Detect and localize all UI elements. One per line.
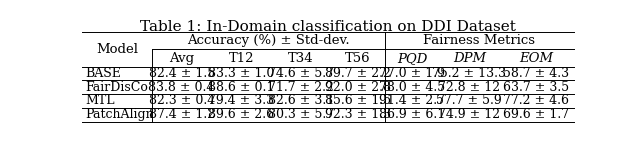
Text: MTL: MTL <box>85 94 115 107</box>
Text: 82.4 ± 1.5: 82.4 ± 1.5 <box>148 67 215 80</box>
Text: T56: T56 <box>345 52 371 65</box>
Text: EOM: EOM <box>519 52 554 65</box>
Text: 83.8 ± 0.4: 83.8 ± 0.4 <box>148 81 215 94</box>
Text: 80.3 ± 5.7: 80.3 ± 5.7 <box>268 108 334 121</box>
Text: 77.2 ± 4.6: 77.2 ± 4.6 <box>503 94 570 107</box>
Text: 92.3 ± 1.3: 92.3 ± 1.3 <box>324 108 391 121</box>
Text: Table 1: In-Domain classification on DDI Dataset: Table 1: In-Domain classification on DDI… <box>140 20 516 34</box>
Text: 83.3 ± 1.0: 83.3 ± 1.0 <box>208 67 275 80</box>
Text: 79.4 ± 3.3: 79.4 ± 3.3 <box>208 94 275 107</box>
Text: BASE: BASE <box>85 67 121 80</box>
Text: 86.9 ± 6.1: 86.9 ± 6.1 <box>379 108 445 121</box>
Text: 89.7 ± 2.2: 89.7 ± 2.2 <box>325 67 390 80</box>
Text: FairDisCo: FairDisCo <box>85 81 148 94</box>
Text: T34: T34 <box>288 52 314 65</box>
Text: 88.6 ± 0.1: 88.6 ± 0.1 <box>208 81 275 94</box>
Text: PQD: PQD <box>397 52 428 65</box>
Text: 82.3 ± 0.4: 82.3 ± 0.4 <box>148 94 215 107</box>
Text: 63.7 ± 3.5: 63.7 ± 3.5 <box>503 81 570 94</box>
Text: 87.4 ± 1.2: 87.4 ± 1.2 <box>148 108 215 121</box>
Text: 72.8 ± 12: 72.8 ± 12 <box>438 81 500 94</box>
Text: 57.7 ± 5.9: 57.7 ± 5.9 <box>436 94 502 107</box>
Text: 92.0 ± 2.8: 92.0 ± 2.8 <box>324 81 391 94</box>
Text: 74.9 ± 12: 74.9 ± 12 <box>438 108 500 121</box>
Text: 69.6 ± 1.7: 69.6 ± 1.7 <box>503 108 570 121</box>
Text: 91.4 ± 2.7: 91.4 ± 2.7 <box>380 94 445 107</box>
Text: 75.2 ± 13.3: 75.2 ± 13.3 <box>433 67 506 80</box>
Text: T12: T12 <box>228 52 254 65</box>
Text: 78.0 ± 4.5: 78.0 ± 4.5 <box>380 81 445 94</box>
Text: PatchAlign: PatchAlign <box>85 108 154 121</box>
Text: 89.6 ± 2.6: 89.6 ± 2.6 <box>208 108 275 121</box>
Text: Avg: Avg <box>169 52 195 65</box>
Text: 77.0 ± 1.9: 77.0 ± 1.9 <box>380 67 445 80</box>
Text: Accuracy (%) ± Std-dev.: Accuracy (%) ± Std-dev. <box>187 34 350 47</box>
Text: 82.6 ± 3.1: 82.6 ± 3.1 <box>268 94 334 107</box>
Text: 74.6 ± 5.7: 74.6 ± 5.7 <box>268 67 333 80</box>
Text: DPM: DPM <box>452 52 486 65</box>
Text: 71.7 ± 2.2: 71.7 ± 2.2 <box>268 81 333 94</box>
Text: Fairness Metrics: Fairness Metrics <box>423 34 535 47</box>
Text: 58.7 ± 4.3: 58.7 ± 4.3 <box>503 67 570 80</box>
Text: 85.6 ± 1.5: 85.6 ± 1.5 <box>324 94 391 107</box>
Text: Model: Model <box>96 43 138 56</box>
